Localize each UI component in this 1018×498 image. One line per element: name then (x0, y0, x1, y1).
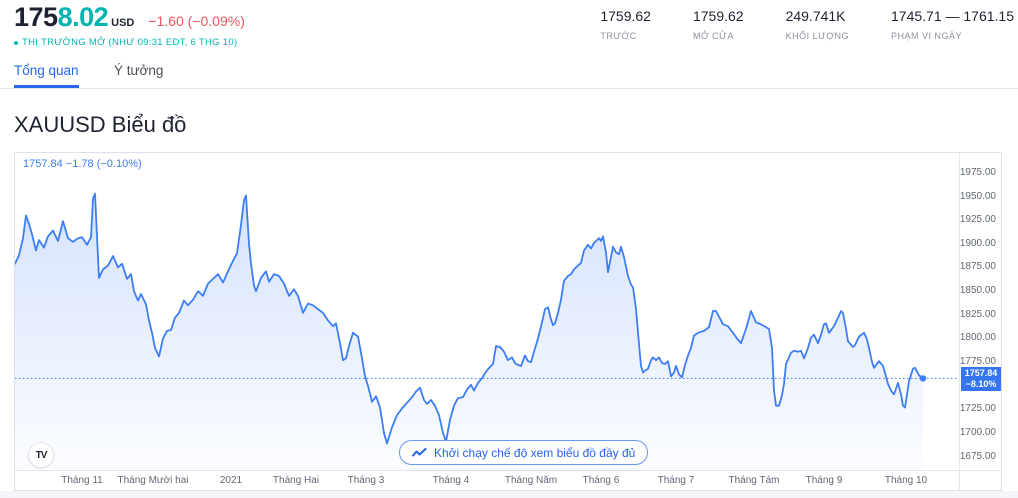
area-fill (15, 193, 923, 470)
price-tag-change: −8.10% (965, 379, 997, 389)
price-axis[interactable]: 1757.84 −8.10% 1975.00 1950.00 1925.00 1900… (959, 153, 1002, 470)
stat-value: 1745.71 — 1761.15 (891, 8, 1014, 24)
y-axis-tick-label: 1850.00 (959, 285, 996, 296)
x-axis-tick-label: Tháng Mười hai (117, 475, 189, 486)
tab-ideas[interactable]: Ý tưởng (114, 62, 164, 78)
y-axis-tick-label: 1975.00 (959, 167, 996, 178)
x-axis-tick-label: Tháng 9 (805, 475, 843, 486)
stat-label: KHỐI LƯỢNG (785, 31, 849, 41)
launch-full-chart-label: Khởi chạy chế độ xem biểu đồ đầy đủ (434, 445, 636, 460)
last-price-dot (919, 375, 927, 382)
axis-corner-divider (959, 471, 960, 492)
y-axis-tick-label: 1900.00 (959, 238, 996, 249)
y-axis-tick-label: 1775.00 (959, 356, 996, 367)
currency-label: USD (111, 17, 135, 29)
stat-value: 1759.62 (600, 8, 651, 24)
price-integer-part: 175 (14, 2, 58, 32)
stat-label: PHẠM VI NGÀY (891, 31, 963, 41)
price-row: 1758.02 USD −1.60 (−0.09%) (14, 2, 1014, 33)
tab-bar: Tổng quan Ý tưởng (0, 52, 1018, 89)
y-axis-tick-label: 1950.00 (959, 191, 996, 202)
stat-open: 1759.62 MỞ CỬA (693, 8, 744, 41)
price-tag-value: 1757.84 (964, 368, 998, 378)
stat-previous: 1759.62 TRƯỚC (600, 8, 651, 41)
market-open-dot-icon (14, 40, 18, 45)
y-axis-tick-label: 1825.00 (959, 309, 996, 320)
x-axis-tick-label: Tháng 6 (582, 475, 620, 486)
tradingview-logo-text: TV (35, 449, 48, 461)
quote-header: 1758.02 USD −1.60 (−0.09%) THỊ TRƯỜNG MỞ… (14, 2, 1014, 50)
market-status: THỊ TRƯỜNG MỞ (NHƯ 09:31 EDT, 6 THG 10) (14, 37, 1014, 48)
y-axis-tick-label: 1925.00 (959, 214, 996, 225)
price-line (15, 192, 924, 445)
y-axis-tick-label: 1800.00 (959, 332, 996, 343)
page-bottom-strip (0, 491, 1018, 498)
current-price: 1758.02 (14, 2, 109, 33)
x-axis-tick-label: Tháng 3 (347, 475, 385, 486)
mini-chart-icon (412, 447, 427, 456)
chart-card: 1757.84 −1.78 (−0.10%) 1757.84 −8.10% 19… (14, 152, 1002, 492)
x-axis-tick-label: Tháng 11 (61, 475, 103, 486)
stat-value: 1759.62 (692, 8, 744, 24)
stat-value: 249.741K (785, 8, 846, 24)
quote-stats: 1759.62 TRƯỚC 1759.62 MỞ CỬA 249.741K KH… (600, 8, 1014, 41)
x-axis-tick-label: Tháng 7 (657, 475, 695, 486)
stat-volume: 249.741K KHỐI LƯỢNG (786, 8, 849, 41)
price-line-chart (15, 192, 959, 470)
y-axis-tick-label: 1875.00 (959, 261, 996, 272)
stat-day-range: 1745.71 — 1761.15 PHẠM VI NGÀY (891, 8, 1014, 41)
x-axis-tick-label: Tháng 10 (884, 475, 928, 486)
tab-overview[interactable]: Tổng quan (14, 52, 79, 88)
stat-label: TRƯỚC (600, 31, 637, 41)
time-axis[interactable]: Tháng 11 Tháng Mười hai 2021 Tháng Hai Tháng… (15, 470, 1001, 492)
market-status-text: THỊ TRƯỜNG MỞ (NHƯ 09:31 EDT, 6 THG 10) (22, 37, 238, 48)
page-title: XAUUSD Biểu đồ (14, 112, 187, 137)
x-axis-tick-label: Tháng Năm (504, 475, 558, 486)
y-axis-tick-label: 1700.00 (959, 427, 996, 438)
price-chart-plot[interactable] (15, 153, 959, 470)
x-axis-tick-label: Tháng Hai (272, 475, 320, 486)
chart-overlay-quote: 1757.84 −1.78 (−0.10%) (23, 158, 142, 170)
y-axis-tick-label: 1725.00 (959, 403, 996, 414)
current-price-tag: 1757.84 −8.10% (961, 367, 1001, 391)
stat-label: MỞ CỬA (692, 31, 734, 41)
price-change: −1.60 (−0.09%) (148, 13, 245, 29)
price-fraction-part: 8.02 (57, 2, 109, 32)
tradingview-logo[interactable]: TV (28, 442, 54, 468)
x-axis-tick-label: Tháng Tám (728, 475, 780, 486)
launch-full-chart-button[interactable]: Khởi chạy chế độ xem biểu đồ đầy đủ (399, 440, 649, 465)
x-axis-tick-label: 2021 (219, 475, 243, 486)
y-axis-tick-label: 1675.00 (959, 451, 996, 462)
x-axis-tick-label: Tháng 4 (432, 475, 470, 486)
